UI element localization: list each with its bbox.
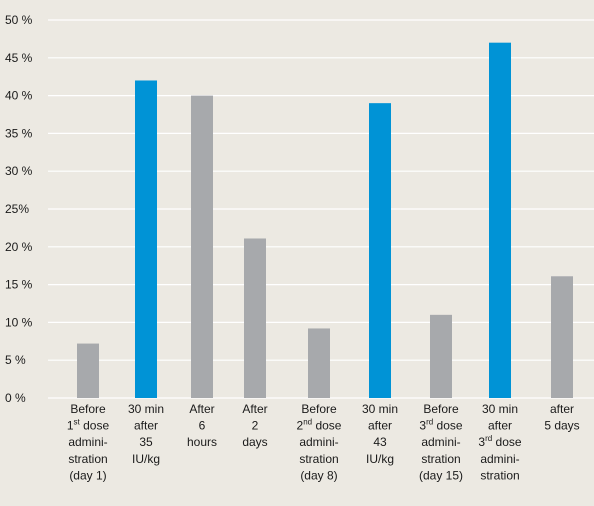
y-tick-label: 10 % <box>5 315 33 329</box>
x-tick-label: After 6 hours <box>187 402 217 449</box>
x-tick-label-line: Before <box>301 402 337 416</box>
x-tick-label-line: days <box>242 435 267 449</box>
x-tick-label-line: after <box>134 419 158 433</box>
y-tick-label: 30 % <box>5 164 33 178</box>
x-tick-label-line: 30 min <box>482 402 518 416</box>
y-tick-label: 20 % <box>5 240 33 254</box>
x-tick-label-line: Before <box>70 402 106 416</box>
x-tick-label: after 5 days <box>544 402 579 433</box>
x-tick-label: Before 1st dose admini-stration (day 1) <box>67 402 110 482</box>
x-tick-label-line: after <box>368 419 392 433</box>
x-tick-label-line: 5 days <box>544 419 579 433</box>
x-tick-label-line: stration <box>421 452 460 466</box>
x-tick-label: After 2 days <box>242 402 267 449</box>
x-tick-label-line: admini- <box>421 435 460 449</box>
bars <box>77 42 573 399</box>
y-tick-label: 0 % <box>5 391 26 405</box>
y-tick-label: 45 % <box>5 51 33 65</box>
bar <box>77 343 99 398</box>
x-tick-label-line: After <box>189 402 214 416</box>
bar <box>369 103 391 398</box>
x-tick-label-line: 2 <box>252 419 259 433</box>
bar <box>551 276 573 398</box>
x-tick-label: Before 2nd dose admini-stration (day 8) <box>297 402 342 482</box>
bar <box>308 328 330 398</box>
x-tick-label-line: stration <box>68 452 107 466</box>
y-tick-label: 25% <box>5 202 29 216</box>
x-tick-label-line: IU/kg <box>366 452 394 466</box>
x-tick-label-line: After <box>242 402 267 416</box>
x-tick-label-line: (day 8) <box>300 468 337 482</box>
bar <box>244 238 266 398</box>
x-tick-label-line: (day 1) <box>69 468 106 482</box>
x-tick-label-line: stration <box>480 468 519 482</box>
x-tick-label-line: 1st dose <box>67 418 110 433</box>
x-tick-label-line: stration <box>299 452 338 466</box>
x-tick-label-line: after <box>550 402 574 416</box>
x-tick-label-line: 6 <box>199 419 206 433</box>
x-tick-label-line: 43 <box>373 435 387 449</box>
y-axis-tick-labels: 0 % 5 % 10 % 15 % 20 % 25% 30 % 35 % 40 % 45 % 50 … <box>5 13 33 405</box>
x-tick-label-line: (day 15) <box>419 468 463 482</box>
x-tick-label-line: admini- <box>480 452 519 466</box>
x-tick-label-line: hours <box>187 435 217 449</box>
x-axis-category-labels: Before 1st dose admini-stration (day 1) 30 m… <box>67 402 580 482</box>
x-tick-label-line: 2nd dose <box>297 418 342 433</box>
x-tick-label-line: admini- <box>299 435 338 449</box>
y-tick-label: 50 % <box>5 13 33 27</box>
x-tick-label-line: after <box>488 419 512 433</box>
x-tick-label-line: 3rd dose <box>419 418 462 433</box>
y-tick-label: 5 % <box>5 353 26 367</box>
x-tick-label-line: 30 min <box>362 402 398 416</box>
bar <box>135 80 157 398</box>
x-tick-label-line: admini- <box>68 435 107 449</box>
x-tick-label-line: Before <box>423 402 459 416</box>
x-tick-label-line: 3rd dose <box>478 434 521 449</box>
bar <box>489 42 511 399</box>
bar <box>191 95 213 398</box>
y-tick-label: 35 % <box>5 126 33 140</box>
x-tick-label-line: 30 min <box>128 402 164 416</box>
x-tick-label-line: 35 <box>139 435 153 449</box>
y-tick-label: 15 % <box>5 278 33 292</box>
bar <box>430 314 452 398</box>
x-tick-label: 30 min after 35 IU/kg <box>128 402 164 466</box>
x-tick-label: 30 min after 3rd dose admini-stration <box>478 402 521 482</box>
x-tick-label: 30 min after 43 IU/kg <box>362 402 398 466</box>
y-tick-label: 40 % <box>5 89 33 103</box>
x-tick-label-line: IU/kg <box>132 452 160 466</box>
x-tick-label: Before 3rd dose admini-stration (day 15) <box>419 402 463 482</box>
